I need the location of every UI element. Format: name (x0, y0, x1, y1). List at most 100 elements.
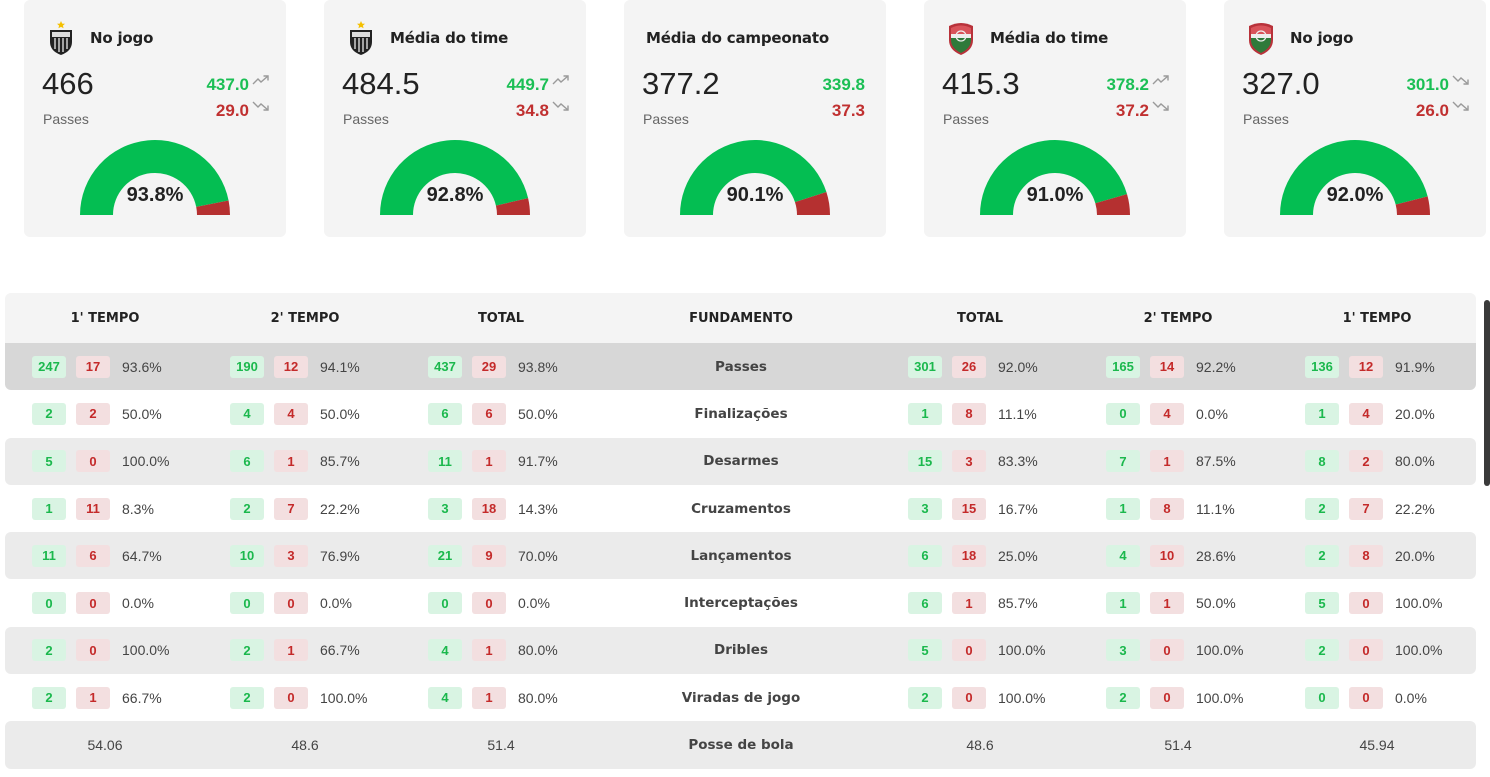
gauge-percentage: 93.8% (126, 184, 184, 206)
stat-cell-right: 5 0 100.0% (1305, 579, 1442, 626)
stat-cell-left: 1 11 8.3% (32, 485, 154, 532)
card-header: No jogo (46, 20, 153, 56)
stat-cell-left: 6 6 50.0% (428, 390, 558, 437)
failure-count: 1 (274, 639, 308, 662)
success-value: 437.0 (206, 75, 249, 94)
success-percentage: 92.2% (1196, 358, 1236, 375)
accuracy-gauge (80, 140, 230, 215)
success-percentage: 94.1% (320, 358, 360, 375)
atletico-crest-icon (346, 20, 376, 56)
success-count: 1 (1106, 592, 1140, 615)
success-percentage: 100.0% (122, 642, 170, 659)
success-count: 5 (1305, 592, 1339, 615)
success-percentage: 0.0% (518, 595, 550, 612)
success-count: 3 (908, 497, 942, 520)
success-count: 6 (908, 592, 942, 615)
failure-count: 11 (76, 497, 110, 520)
table-row: 2 2 50.0% 4 4 50.0% 6 6 50.0% Finalizações 1 8 11.1%… (5, 390, 1476, 438)
failure-count: 0 (952, 639, 986, 662)
failure-row: 37.2 (1106, 98, 1170, 124)
failure-value: 26.0 (1415, 101, 1449, 120)
card-breakdown: 378.2 37.2 (1106, 72, 1170, 124)
gauge-failure-arc (794, 192, 830, 215)
stat-cell-left: 2 1 66.7% (230, 627, 360, 674)
trend-down-icon (552, 101, 569, 111)
failure-row: 34.8 (506, 98, 570, 124)
stat-cell-right: 1 4 20.0% (1305, 390, 1435, 437)
stat-cell-right: 2 0 100.0% (1106, 674, 1243, 721)
scrollbar[interactable] (1484, 300, 1490, 486)
success-percentage: 22.2% (320, 500, 360, 517)
failure-row: 37.3 (822, 98, 865, 124)
stat-cell-right: 4 10 28.6% (1106, 532, 1236, 579)
success-count: 2 (1106, 686, 1140, 709)
stat-cell-left: 21 9 70.0% (428, 532, 558, 579)
success-percentage: 93.6% (122, 358, 162, 375)
success-percentage: 91.9% (1395, 358, 1435, 375)
success-percentage: 85.7% (998, 595, 1038, 612)
failure-count: 0 (1150, 639, 1184, 662)
success-percentage: 100.0% (1395, 595, 1443, 612)
success-count: 247 (32, 355, 66, 378)
success-count: 2 (1305, 544, 1339, 567)
stat-cell-left: 2 0 100.0% (230, 674, 367, 721)
stat-cell-right: 1 8 11.1% (1106, 485, 1235, 532)
gauge-success-arc (980, 140, 1128, 215)
success-count: 1 (908, 402, 942, 425)
success-percentage: 91.7% (518, 453, 558, 470)
failure-count: 0 (472, 592, 506, 615)
success-value: 301.0 (1406, 75, 1449, 94)
fluminense-crest-icon (946, 20, 976, 56)
failure-count: 8 (952, 402, 986, 425)
stat-cell-left: 0 0 0.0% (230, 579, 352, 626)
success-count: 4 (428, 639, 462, 662)
success-percentage: 100.0% (998, 642, 1046, 659)
success-count: 7 (1106, 450, 1140, 473)
header-total-left: TOTAL (477, 310, 525, 326)
possession-value-right: 51.4 (1164, 737, 1192, 754)
success-count: 11 (32, 544, 66, 567)
stat-cell-left: 0 0 0.0% (32, 579, 154, 626)
card-header: No jogo (1246, 20, 1353, 56)
success-row: 449.7 (506, 72, 570, 98)
success-percentage: 100.0% (1395, 642, 1443, 659)
success-count: 2 (32, 639, 66, 662)
success-percentage: 100.0% (1196, 642, 1244, 659)
gauge-percentage: 90.1% (726, 184, 784, 206)
fluminense-crest-icon (1246, 20, 1276, 56)
table-row: 2 1 66.7% 2 0 100.0% 4 1 80.0% Viradas de jogo 2 0 1… (5, 674, 1476, 722)
failure-count: 12 (1349, 355, 1383, 378)
failure-value: 37.2 (1115, 101, 1149, 120)
trend-up-icon (552, 75, 569, 85)
failure-row: 29.0 (206, 98, 270, 124)
failure-count: 14 (1150, 355, 1184, 378)
card-total-value: 327.0 (1242, 66, 1320, 101)
stat-cell-right: 5 0 100.0% (908, 627, 1045, 674)
failure-count: 0 (76, 450, 110, 473)
stats-table: 1' TEMPO 2' TEMPO TOTAL FUNDAMENTO TOTAL… (5, 293, 1476, 769)
table-header: 1' TEMPO 2' TEMPO TOTAL FUNDAMENTO TOTAL… (5, 293, 1476, 343)
success-percentage: 50.0% (320, 405, 360, 422)
success-percentage: 80.0% (518, 642, 558, 659)
trend-down-icon (1452, 101, 1469, 111)
card-breakdown: 449.7 34.8 (506, 72, 570, 124)
success-percentage: 0.0% (122, 595, 154, 612)
card-breakdown: 339.8 37.3 (822, 72, 870, 124)
gauge-failure-arc (1095, 194, 1130, 215)
failure-count: 0 (952, 686, 986, 709)
stat-cell-right: 165 14 92.2% (1106, 343, 1236, 390)
summary-card: Média do campeonato 377.2 Passes 339.8 37.3 9… (624, 0, 886, 237)
table-row: 0 0 0.0% 0 0 0.0% 0 0 0.0% Interceptações 6 1 85.7% 1… (5, 579, 1476, 627)
header-total-right: TOTAL (956, 310, 1004, 326)
success-percentage: 93.8% (518, 358, 558, 375)
failure-count: 3 (274, 544, 308, 567)
success-count: 136 (1305, 355, 1339, 378)
header-1st-half-left: 1' TEMPO (70, 310, 140, 326)
card-metric-label: Passes (643, 111, 689, 127)
gauge-success-arc (380, 139, 529, 215)
fundamento-label: Dribles (714, 642, 768, 659)
failure-count: 7 (274, 497, 308, 520)
table-row: 5 0 100.0% 6 1 85.7% 11 1 91.7% Desarmes 15 3 83.3% 7… (5, 437, 1476, 485)
accuracy-gauge (980, 140, 1130, 215)
fundamento-label: Interceptações (684, 595, 798, 612)
